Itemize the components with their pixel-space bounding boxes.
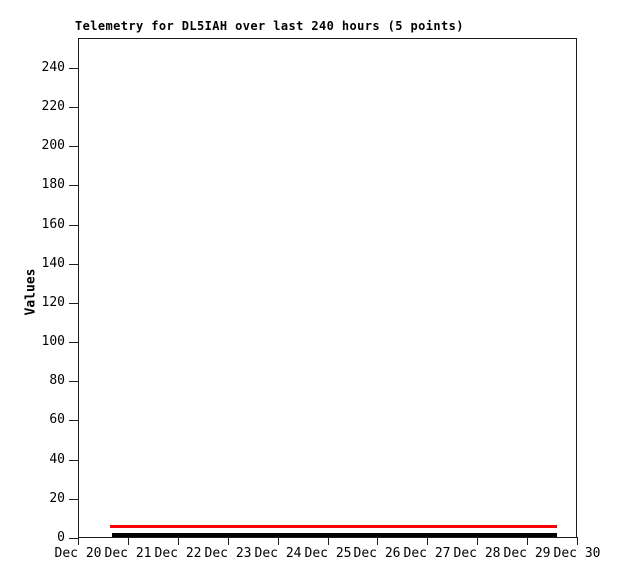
x-tick-label: Dec 26	[353, 546, 401, 561]
y-tick	[69, 107, 78, 108]
y-tick-label: 60	[49, 412, 65, 427]
x-tick-label: Dec 25	[304, 546, 352, 561]
chart-title: Telemetry for DL5IAH over last 240 hours…	[75, 19, 464, 33]
y-tick-label: 200	[41, 138, 65, 153]
x-tick	[178, 537, 179, 545]
x-tick	[78, 537, 79, 545]
y-tick-label: 20	[49, 491, 65, 506]
y-tick	[69, 499, 78, 500]
x-tick-label: Dec 30	[553, 546, 601, 561]
x-tick-label: Dec 20	[54, 546, 102, 561]
x-tick	[527, 537, 528, 545]
y-tick	[69, 342, 78, 343]
x-tick	[278, 537, 279, 545]
y-tick	[69, 185, 78, 186]
plot-area: 0 20 40 60 80 100 120 140 160 180 200 220 240 Dec 20 D…	[42, 38, 600, 561]
x-tick-label: Dec 22	[154, 546, 202, 561]
y-tick	[69, 146, 78, 147]
x-tick-label: Dec 27	[403, 546, 451, 561]
x-tick	[427, 537, 428, 545]
y-tick-label: 80	[49, 373, 65, 388]
telemetry-red-line	[110, 525, 557, 528]
y-tick	[69, 420, 78, 421]
y-tick-label: 140	[41, 256, 65, 271]
y-tick	[69, 225, 78, 226]
y-tick-label: 40	[49, 452, 65, 467]
y-tick	[69, 538, 78, 539]
x-tick-label: Dec 23	[204, 546, 252, 561]
x-tick-label: Dec 28	[453, 546, 501, 561]
y-tick	[69, 381, 78, 382]
x-tick	[377, 537, 378, 545]
y-tick	[69, 68, 78, 69]
y-tick-label: 160	[41, 217, 65, 232]
x-tick	[128, 537, 129, 545]
x-tick-label: Dec 29	[503, 546, 551, 561]
x-tick-label: Dec 24	[254, 546, 302, 561]
x-tick-label: Dec 21	[104, 546, 152, 561]
y-tick-label: 100	[41, 334, 65, 349]
x-tick	[477, 537, 478, 545]
y-tick-label: 120	[41, 295, 65, 310]
telemetry-black-line	[112, 533, 557, 537]
y-tick	[69, 264, 78, 265]
y-tick-label: 0	[57, 530, 65, 545]
y-tick	[69, 303, 78, 304]
y-tick-label: 180	[41, 177, 65, 192]
y-tick	[69, 460, 78, 461]
x-tick	[228, 537, 229, 545]
y-tick-label: 240	[41, 60, 65, 75]
y-tick-label: 220	[41, 99, 65, 114]
x-tick	[577, 537, 578, 545]
x-tick	[328, 537, 329, 545]
